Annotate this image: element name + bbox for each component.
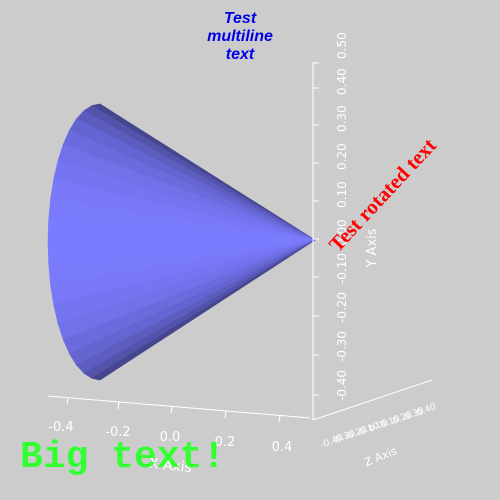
x-tick-label: -0.2 — [105, 425, 130, 440]
y-tick-label: 0.30 — [335, 105, 349, 132]
y-tick-label: 0.00 — [335, 219, 349, 246]
title-line: text — [225, 46, 255, 63]
x-axis-title: X Axis — [148, 456, 193, 476]
multiline-title: Test multiline text — [190, 10, 290, 64]
z-axis — [312, 379, 433, 421]
x-axis — [47, 395, 311, 423]
y-axis — [312, 62, 319, 420]
x-axis-tick — [66, 397, 69, 405]
cone-facet — [91, 239, 316, 381]
x-axis-tick — [117, 401, 120, 410]
z-axis-line — [312, 379, 433, 421]
x-tick-label: 0.4 — [272, 440, 293, 455]
x-tick-label: 0.2 — [215, 435, 236, 450]
cone-mesh — [47, 103, 316, 381]
x-axis-tick — [170, 406, 173, 414]
y-tick-label: 0.10 — [335, 181, 349, 208]
x-axis-tick — [278, 415, 281, 423]
z-axis-title: Z Axis — [363, 444, 400, 469]
y-tick-label: -0.30 — [335, 331, 349, 362]
y-tick-label: 0.50 — [335, 32, 349, 59]
z-tick-label: 0.40 — [415, 402, 438, 419]
title-line: Test — [223, 10, 257, 27]
y-tick-label: -0.10 — [335, 253, 349, 284]
y-tick-label: 0.40 — [335, 68, 349, 95]
y-tick-label: 0.20 — [335, 143, 349, 170]
y-tick-label: -0.40 — [335, 370, 349, 401]
x-tick-label: -0.4 — [48, 420, 73, 435]
y-tick-label: -0.20 — [335, 292, 349, 323]
x-axis-line — [47, 395, 311, 419]
x-axis-tick — [224, 410, 227, 419]
y-axis-title: Y Axis — [365, 228, 380, 268]
x-tick-label: 0.0 — [160, 430, 181, 445]
big-text: Big text! — [20, 436, 226, 479]
title-line: multiline — [207, 28, 273, 45]
